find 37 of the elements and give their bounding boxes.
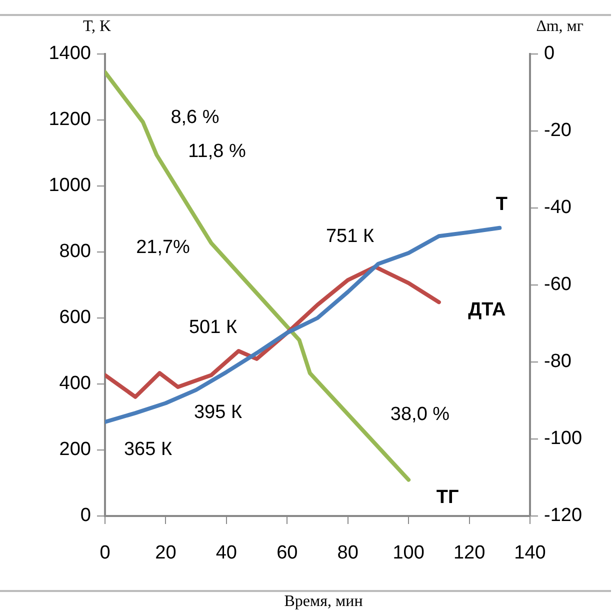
y2-tick-label: -100 (544, 428, 582, 450)
y-tick-label: 1200 (48, 109, 91, 130)
y2-tick-label: -120 (544, 505, 582, 526)
annotation: 11,8 % (188, 141, 246, 162)
y-tick-label: 800 (59, 241, 91, 262)
series-label: Т (496, 194, 508, 216)
y-axis-title: T, K (82, 18, 112, 36)
annotation: 8,6 % (170, 107, 220, 128)
x-tick-label: 20 (155, 542, 176, 564)
y2-tick-label: -40 (544, 197, 572, 218)
y2-tick-label: -60 (544, 274, 572, 296)
y-tick-label: 1400 (48, 43, 91, 64)
x-tick-label: 60 (276, 542, 298, 564)
annotation: 395 К (194, 402, 242, 424)
annotation: 501 К (188, 317, 238, 338)
y-tick-label: 600 (59, 307, 91, 328)
annotation: 751 К (326, 226, 374, 248)
annotation: 365 К (124, 439, 172, 460)
x-tick-label: 40 (216, 542, 237, 564)
x-tick-label: 80 (337, 542, 358, 564)
x-tick-label: 140 (514, 542, 546, 564)
x-axis-title: Время, мин (284, 593, 364, 610)
x-tick-label: 100 (392, 542, 424, 564)
y-tick-label: 200 (59, 439, 91, 460)
series-label: ДТА (468, 299, 506, 320)
y-tick-label: 0 (80, 505, 91, 526)
y2-tick-label: -80 (544, 351, 572, 372)
y2-tick-label: 0 (544, 43, 555, 64)
annotation: 38,0 % (390, 404, 450, 426)
y-tick-label: 1000 (48, 175, 91, 196)
y2-axis-title: ∆m, мг (536, 18, 584, 36)
x-tick-label: 120 (453, 542, 486, 564)
y-tick-label: 400 (59, 373, 91, 394)
annotation: 21,7% (136, 237, 190, 258)
series-label: ТГ (436, 487, 459, 508)
x-tick-label: 0 (100, 542, 110, 564)
y2-tick-label: -20 (544, 120, 572, 142)
